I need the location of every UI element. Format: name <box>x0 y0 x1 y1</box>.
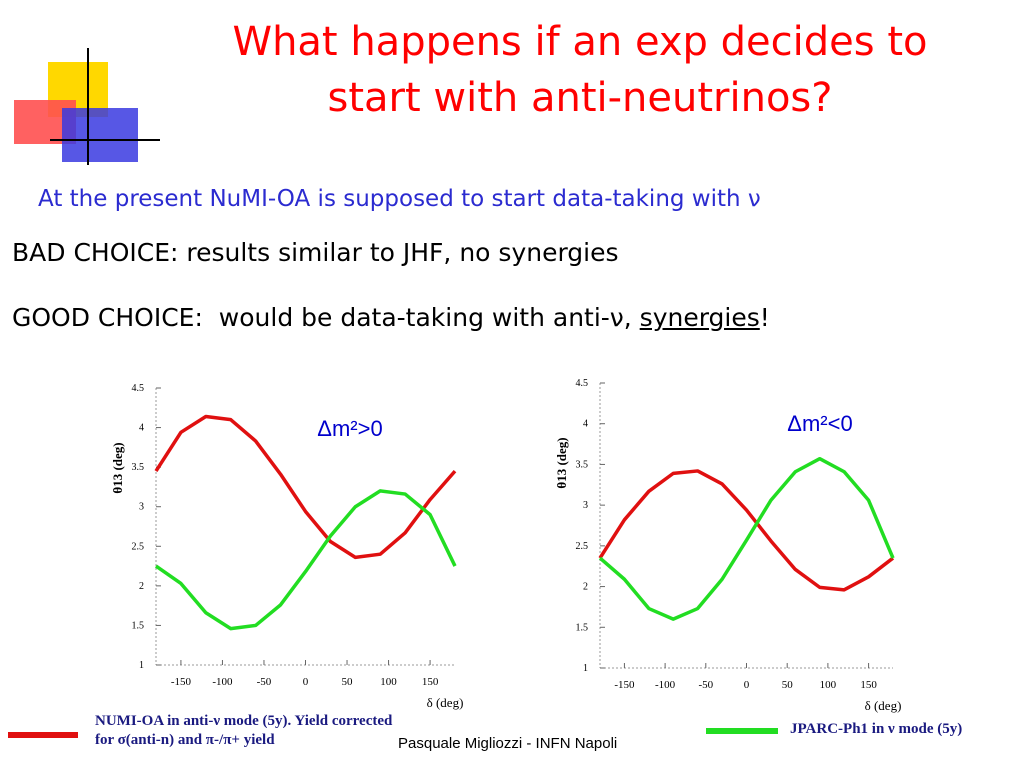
y-tick-label: 2.5 <box>132 541 145 552</box>
y-tick-label: 1 <box>139 660 144 671</box>
annotation: Δm²>0 <box>317 416 382 441</box>
y-tick-label: 3 <box>139 502 144 513</box>
y-axis-label: θ13 (deg) <box>554 437 569 488</box>
legend-label: NUMI-OA in anti-ν mode (5y). Yield corre… <box>95 713 393 748</box>
x-tick-label: 150 <box>422 676 439 688</box>
line-series <box>598 456 895 621</box>
line-series <box>598 469 895 592</box>
y-tick-label: 2.5 <box>576 541 589 552</box>
annotation: Δm²<0 <box>787 411 852 436</box>
title: What happens if an exp decides to start … <box>150 14 1010 126</box>
y-axis-label: θ13 (deg) <box>110 442 125 493</box>
y-tick-label: 2 <box>583 582 588 593</box>
y-tick-label: 2 <box>139 581 144 592</box>
bullet-emphasis: synergies <box>639 303 760 332</box>
x-tick-label: 100 <box>820 679 837 691</box>
subtitle: At the present NuMI-OA is supposed to st… <box>38 186 761 212</box>
bullet: GOOD CHOICE: would be data-taking with a… <box>12 303 770 332</box>
legend-swatch <box>706 728 778 734</box>
y-tick-label: 3 <box>583 500 588 511</box>
x-tick-label: 50 <box>782 679 794 691</box>
bullet: BAD CHOICE: results similar to JHF, no s… <box>12 238 619 267</box>
x-tick-label: 100 <box>380 676 397 688</box>
x-tick-label: 150 <box>860 679 877 691</box>
blue-square <box>62 108 138 162</box>
y-tick-label: 3.5 <box>576 459 589 470</box>
line-series <box>154 489 457 631</box>
y-tick-label: 1 <box>583 663 588 674</box>
legend-label: JPARC-Ph1 in ν mode (5y) <box>790 721 963 737</box>
x-axis-label: δ (deg) <box>427 695 464 710</box>
x-tick-label: -150 <box>171 676 192 688</box>
y-tick-label: 3.5 <box>132 462 145 473</box>
x-tick-label: -100 <box>212 676 233 688</box>
x-axis-label: δ (deg) <box>865 698 902 713</box>
x-tick-label: 0 <box>744 679 750 691</box>
x-tick-label: -50 <box>257 676 272 688</box>
y-tick-label: 4 <box>583 419 588 430</box>
y-tick-label: 4.5 <box>576 378 589 389</box>
x-tick-label: 50 <box>342 676 354 688</box>
bullet-text: ! <box>759 303 770 332</box>
bullet-text: BAD CHOICE: results similar to JHF, no s… <box>12 238 619 267</box>
legend-swatch <box>8 732 78 738</box>
y-tick-label: 1.5 <box>576 622 589 633</box>
title-line: start with anti-neutrinos? <box>327 75 833 121</box>
y-tick-label: 4.5 <box>132 383 145 394</box>
x-tick-label: -100 <box>655 679 676 691</box>
title-line: What happens if an exp decides to <box>232 19 928 65</box>
x-tick-label: -50 <box>698 679 713 691</box>
x-tick-label: 0 <box>303 676 309 688</box>
line-series <box>154 414 457 560</box>
footer: Pasquale Migliozzi - INFN Napoli <box>398 735 618 752</box>
y-tick-label: 1.5 <box>132 620 145 631</box>
bullet-text: GOOD CHOICE: would be data-taking with a… <box>12 303 640 332</box>
x-tick-label: -150 <box>614 679 635 691</box>
decoration <box>14 48 160 165</box>
y-tick-label: 4 <box>139 423 144 434</box>
